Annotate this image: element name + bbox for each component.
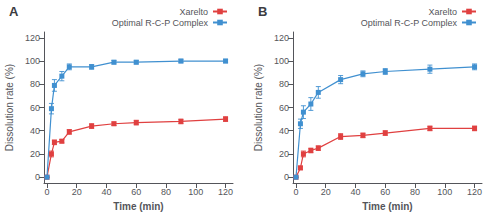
svg-text:80: 80 xyxy=(279,79,289,89)
svg-text:120: 120 xyxy=(218,187,233,197)
svg-text:20: 20 xyxy=(321,187,331,197)
svg-text:Optimal R-C-P Complex: Optimal R-C-P Complex xyxy=(112,18,209,28)
svg-text:0: 0 xyxy=(35,172,40,182)
svg-text:120: 120 xyxy=(274,33,289,43)
svg-text:60: 60 xyxy=(279,103,289,113)
svg-text:20: 20 xyxy=(30,149,40,159)
svg-text:Dissolution rate (%): Dissolution rate (%) xyxy=(4,64,15,151)
svg-text:0: 0 xyxy=(293,187,298,197)
svg-text:100: 100 xyxy=(437,187,452,197)
svg-text:20: 20 xyxy=(279,149,289,159)
svg-text:40: 40 xyxy=(350,187,360,197)
svg-text:40: 40 xyxy=(30,126,40,136)
svg-text:100: 100 xyxy=(25,56,40,66)
svg-text:Xarelto: Xarelto xyxy=(179,7,208,17)
svg-text:Time (min): Time (min) xyxy=(362,201,412,212)
svg-text:Xarelto: Xarelto xyxy=(428,7,457,17)
svg-text:80: 80 xyxy=(161,187,171,197)
svg-text:B: B xyxy=(258,4,267,19)
svg-text:20: 20 xyxy=(72,187,82,197)
svg-text:A: A xyxy=(9,4,19,19)
svg-text:100: 100 xyxy=(188,187,203,197)
svg-text:120: 120 xyxy=(467,187,482,197)
svg-text:40: 40 xyxy=(279,126,289,136)
svg-text:Time (min): Time (min) xyxy=(113,201,163,212)
svg-text:80: 80 xyxy=(30,79,40,89)
svg-text:40: 40 xyxy=(101,187,111,197)
svg-text:120: 120 xyxy=(25,33,40,43)
svg-text:0: 0 xyxy=(44,187,49,197)
svg-text:Optimal R-C-P Complex: Optimal R-C-P Complex xyxy=(361,18,458,28)
svg-text:80: 80 xyxy=(410,187,420,197)
svg-text:100: 100 xyxy=(274,56,289,66)
svg-text:0: 0 xyxy=(284,172,289,182)
svg-text:Dissolution rate (%): Dissolution rate (%) xyxy=(253,64,264,151)
svg-text:60: 60 xyxy=(131,187,141,197)
svg-text:60: 60 xyxy=(380,187,390,197)
svg-text:60: 60 xyxy=(30,103,40,113)
